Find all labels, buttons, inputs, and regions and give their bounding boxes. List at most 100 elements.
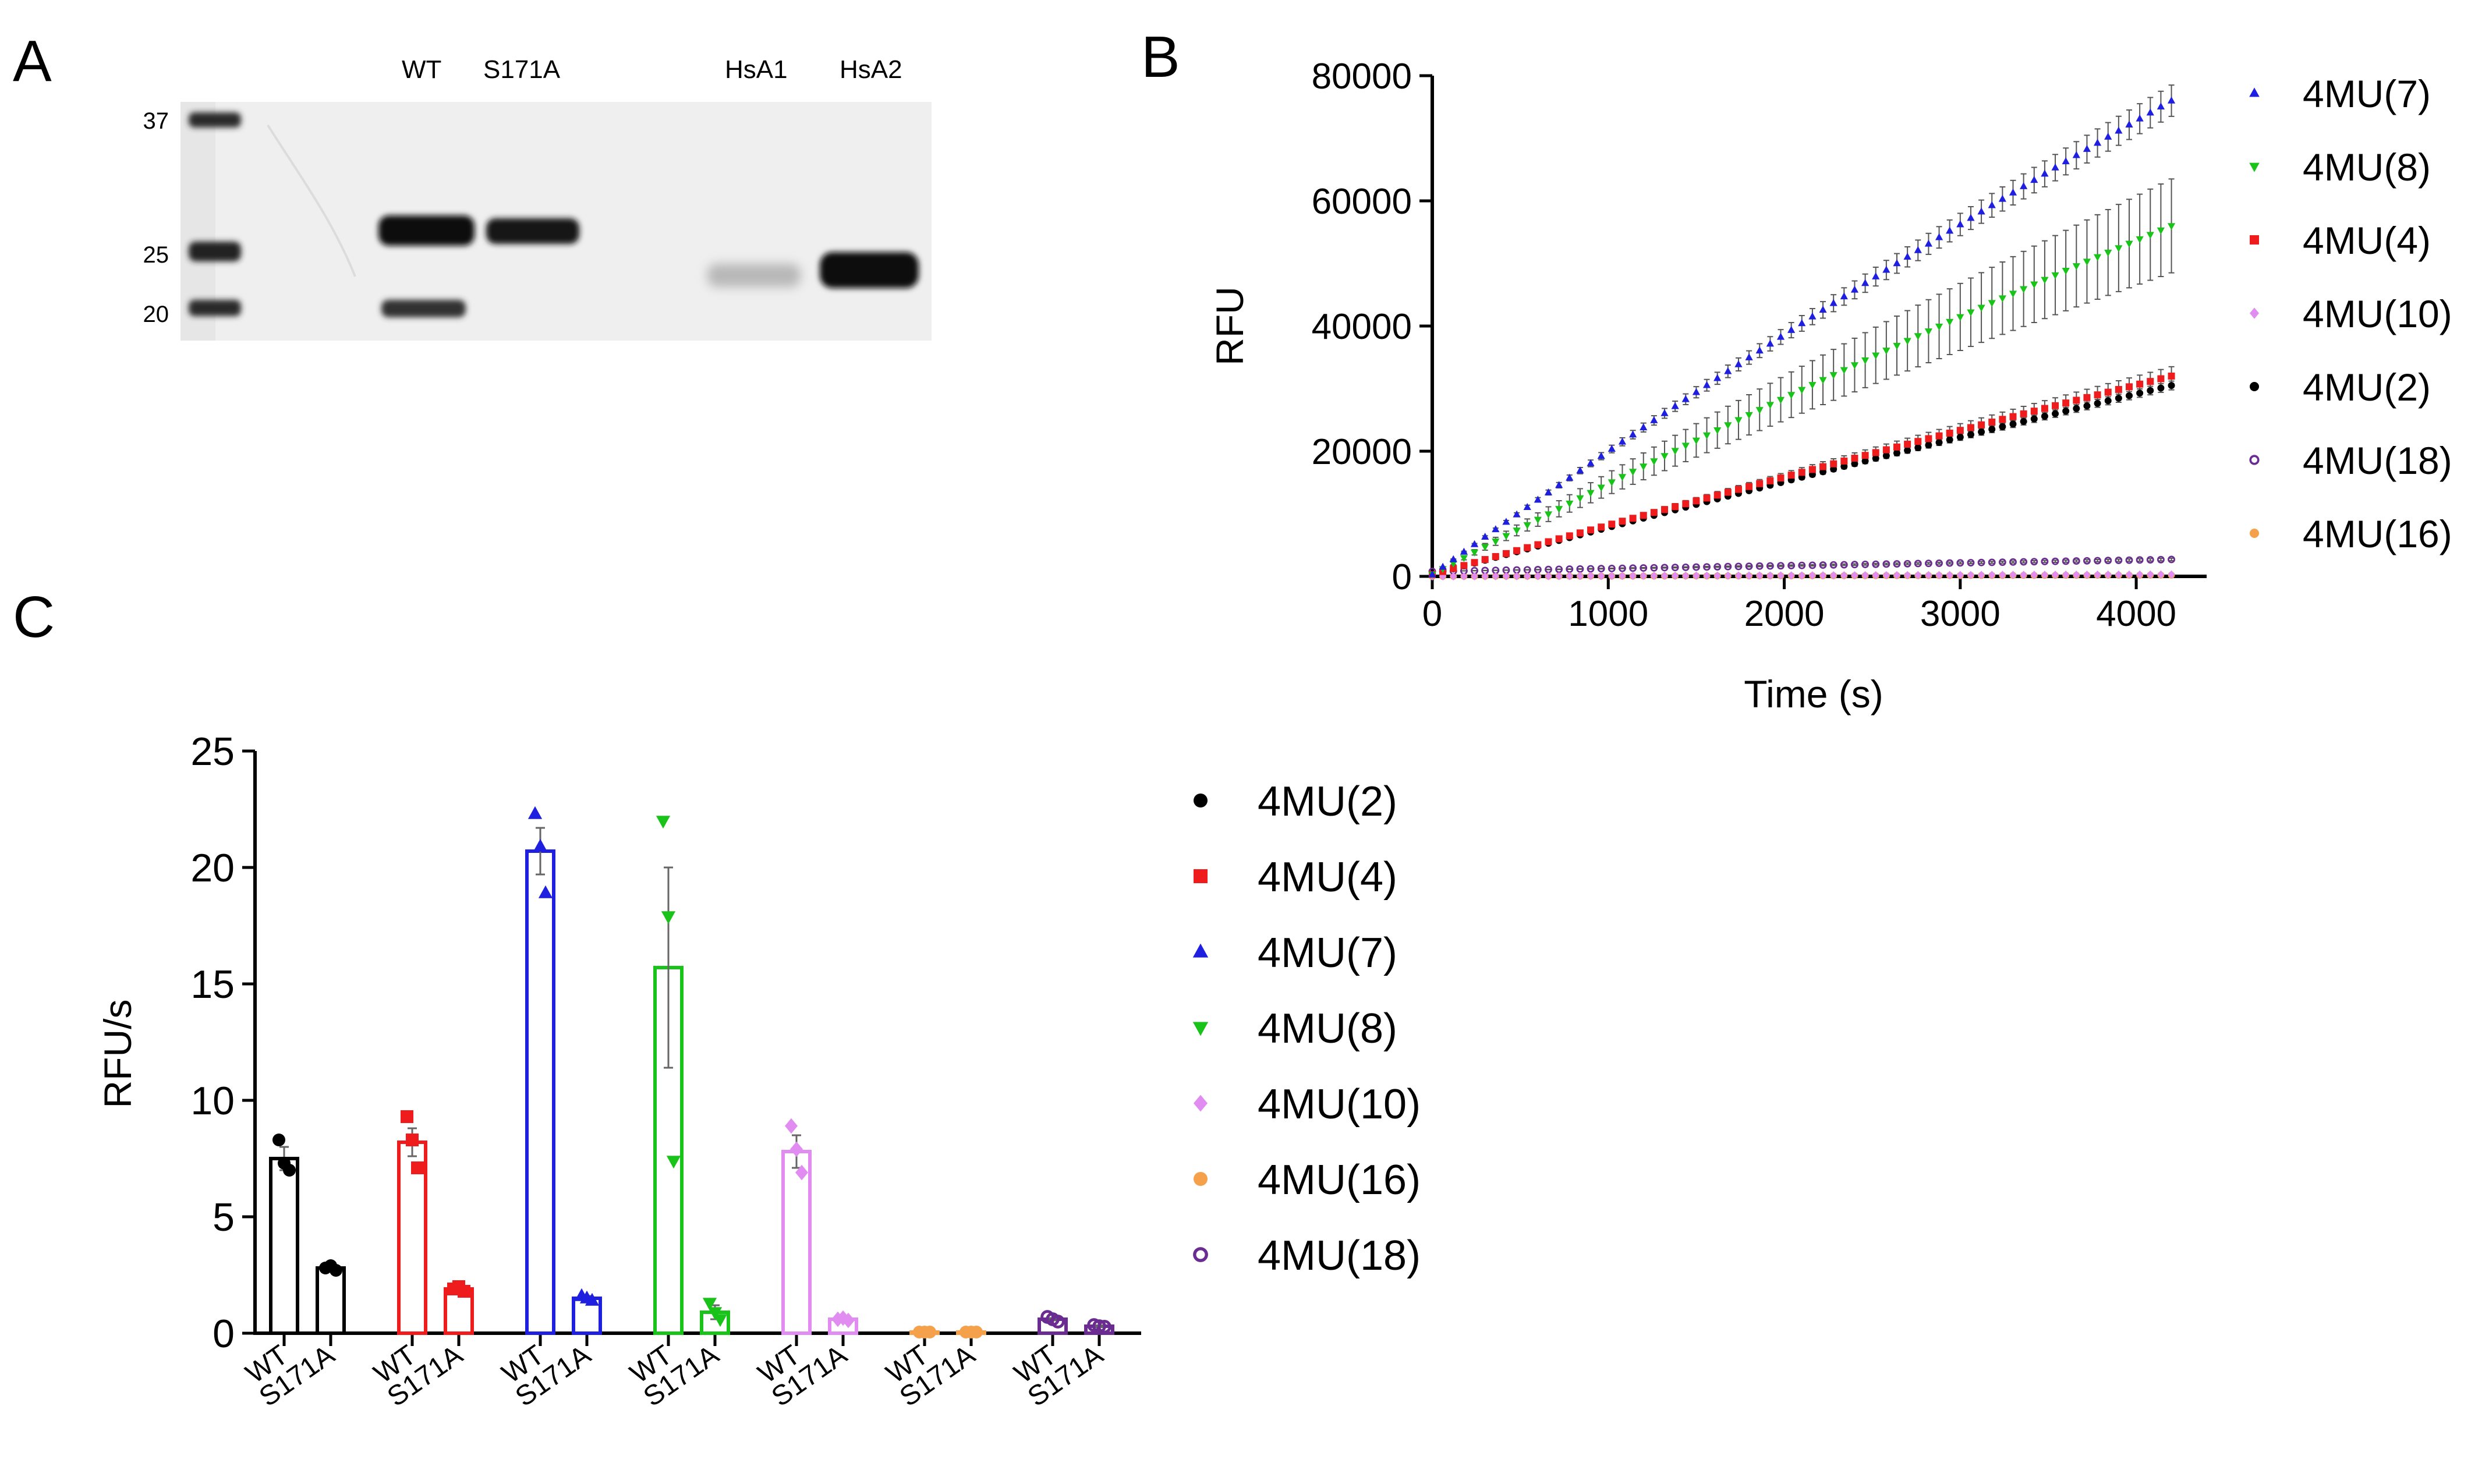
c-data-point bbox=[837, 1310, 849, 1326]
b-data-point-4MU(7) bbox=[1555, 481, 1563, 488]
b-data-point-4MU(7) bbox=[1502, 518, 1510, 525]
b-data-point-4MU(10) bbox=[1460, 572, 1468, 581]
b-data-point-4MU(4) bbox=[1513, 547, 1521, 554]
b-legend-label: 4MU(7) bbox=[2303, 72, 2431, 115]
b-data-point-4MU(7) bbox=[1882, 265, 1890, 273]
b-data-point-4MU(18) bbox=[1977, 558, 1985, 566]
b-data-point-4MU(4) bbox=[1471, 559, 1478, 566]
b-data-point-4MU(10) bbox=[1524, 572, 1531, 580]
b-data-point-4MU(18) bbox=[2009, 558, 2017, 566]
b-data-point-4MU(7) bbox=[1766, 339, 1774, 347]
b-data-point-4MU(4) bbox=[1882, 446, 1890, 454]
b-data-point-4MU(4) bbox=[1640, 512, 1647, 519]
c-legend-label: 4MU(16) bbox=[1258, 1157, 1421, 1203]
b-data-point-4MU(2) bbox=[2083, 402, 2091, 410]
b-data-point-4MU(8) bbox=[1492, 539, 1500, 546]
b-data-point-4MU(4) bbox=[1693, 497, 1700, 505]
b-data-point-4MU(10) bbox=[1935, 571, 1943, 579]
b-data-point-4MU(7) bbox=[2072, 151, 2080, 158]
b-data-point-4MU(8) bbox=[1724, 422, 1732, 430]
b-data-point-4MU(8) bbox=[1850, 362, 1859, 370]
b-data-point-4MU(10) bbox=[2115, 570, 2122, 579]
b-data-point-4MU(10) bbox=[1756, 571, 1764, 580]
b-data-point-4MU(10) bbox=[1566, 572, 1573, 580]
b-data-point-4MU(8) bbox=[1513, 527, 1521, 535]
b-data-point-4MU(7) bbox=[1745, 353, 1753, 360]
b-data-point-4MU(4) bbox=[1988, 419, 1996, 426]
b-data-point-4MU(7) bbox=[1566, 473, 1574, 481]
b-data-point-4MU(7) bbox=[1513, 510, 1521, 518]
b-data-point-4MU(18) bbox=[1745, 562, 1753, 571]
b-data-point-4MU(10) bbox=[2157, 570, 2165, 579]
b-data-point-4MU(4) bbox=[1808, 466, 1816, 473]
b-data-point-4MU(4) bbox=[1819, 463, 1827, 470]
c-data-point bbox=[406, 1134, 419, 1146]
b-data-point-4MU(8) bbox=[1882, 348, 1890, 355]
b-data-point-4MU(7) bbox=[1798, 319, 1806, 327]
b-data-point-4MU(7) bbox=[1977, 207, 1985, 215]
b-data-point-4MU(7) bbox=[1872, 272, 1880, 279]
b-data-point-4MU(4) bbox=[1978, 421, 1985, 428]
b-data-point-4MU(7) bbox=[1829, 299, 1837, 306]
b-data-point-4MU(18) bbox=[2083, 557, 2091, 565]
b-data-point-4MU(7) bbox=[1481, 532, 1489, 540]
b-legend-label: 4MU(10) bbox=[2303, 292, 2452, 335]
b-data-point-4MU(10) bbox=[1693, 571, 1700, 580]
b-data-point-4MU(18) bbox=[1924, 559, 1932, 568]
c-data-point bbox=[283, 1164, 296, 1177]
b-data-point-4MU(10) bbox=[1608, 572, 1616, 580]
b-data-point-4MU(10) bbox=[2009, 571, 2017, 579]
b-data-point-4MU(4) bbox=[1925, 435, 1932, 442]
b-data-point-4MU(4) bbox=[2020, 410, 2027, 417]
b-data-point-4MU(10) bbox=[1988, 571, 1996, 579]
b-data-point-4MU(2) bbox=[1914, 444, 1922, 452]
b-data-point-4MU(10) bbox=[2126, 570, 2133, 579]
b-data-point-4MU(18) bbox=[2115, 556, 2123, 564]
b-data-point-4MU(10) bbox=[1555, 572, 1563, 580]
b-legend-marker bbox=[2249, 162, 2260, 172]
b-x-tick-label: 3000 bbox=[1920, 594, 2001, 634]
b-data-point-4MU(4) bbox=[1840, 457, 1848, 465]
b-data-point-4MU(8) bbox=[1566, 500, 1574, 508]
b-data-point-4MU(7) bbox=[1924, 239, 1933, 247]
b-data-point-4MU(4) bbox=[1861, 452, 1869, 459]
b-data-point-4MU(18) bbox=[2146, 556, 2154, 564]
c-data-point bbox=[707, 1307, 723, 1320]
b-data-point-4MU(10) bbox=[1672, 571, 1679, 580]
b-data-point-4MU(7) bbox=[1734, 360, 1743, 367]
c-data-point bbox=[661, 911, 676, 925]
b-data-point-4MU(4) bbox=[1650, 509, 1658, 516]
b-data-point-4MU(18) bbox=[1755, 562, 1764, 570]
mw-marker-37: 37 bbox=[143, 108, 169, 134]
b-legend-label: 4MU(4) bbox=[2303, 219, 2431, 262]
b-data-point-4MU(10) bbox=[2041, 571, 2048, 579]
b-data-point-4MU(18) bbox=[2157, 555, 2165, 564]
b-data-point-4MU(4) bbox=[1946, 429, 1953, 437]
b-data-point-4MU(8) bbox=[1935, 323, 1943, 331]
b-data-point-4MU(8) bbox=[2104, 249, 2112, 257]
c-y-tick-label: 10 bbox=[190, 1079, 235, 1123]
b-data-point-4MU(4) bbox=[1661, 506, 1668, 513]
b-data-point-4MU(4) bbox=[1492, 552, 1499, 560]
b-legend-marker bbox=[2250, 235, 2259, 245]
b-y-tick-label: 80000 bbox=[1312, 56, 1412, 97]
b-data-point-4MU(18) bbox=[1956, 559, 1964, 567]
b-data-point-4MU(2) bbox=[2073, 405, 2080, 412]
b-data-point-4MU(8) bbox=[1534, 516, 1542, 524]
b-data-point-4MU(7) bbox=[1819, 306, 1827, 313]
b-data-point-4MU(2) bbox=[2147, 387, 2154, 394]
b-data-point-4MU(18) bbox=[1671, 564, 1679, 572]
b-data-point-4MU(4) bbox=[1703, 494, 1711, 502]
c-y-tick-label: 20 bbox=[190, 846, 235, 890]
b-data-point-4MU(4) bbox=[1777, 474, 1785, 482]
b-data-point-4MU(18) bbox=[1777, 562, 1785, 570]
mw-marker-25: 25 bbox=[143, 242, 169, 268]
b-data-point-4MU(4) bbox=[2041, 405, 2048, 412]
b-data-point-4MU(10) bbox=[1967, 571, 1974, 579]
b-data-point-4MU(7) bbox=[2146, 108, 2154, 116]
band-wt-lower bbox=[381, 300, 466, 317]
b-data-point-4MU(8) bbox=[1893, 342, 1901, 350]
b-data-point-4MU(4) bbox=[1619, 518, 1626, 525]
b-data-point-4MU(7) bbox=[1713, 374, 1722, 381]
b-data-point-4MU(10) bbox=[2030, 571, 2038, 579]
